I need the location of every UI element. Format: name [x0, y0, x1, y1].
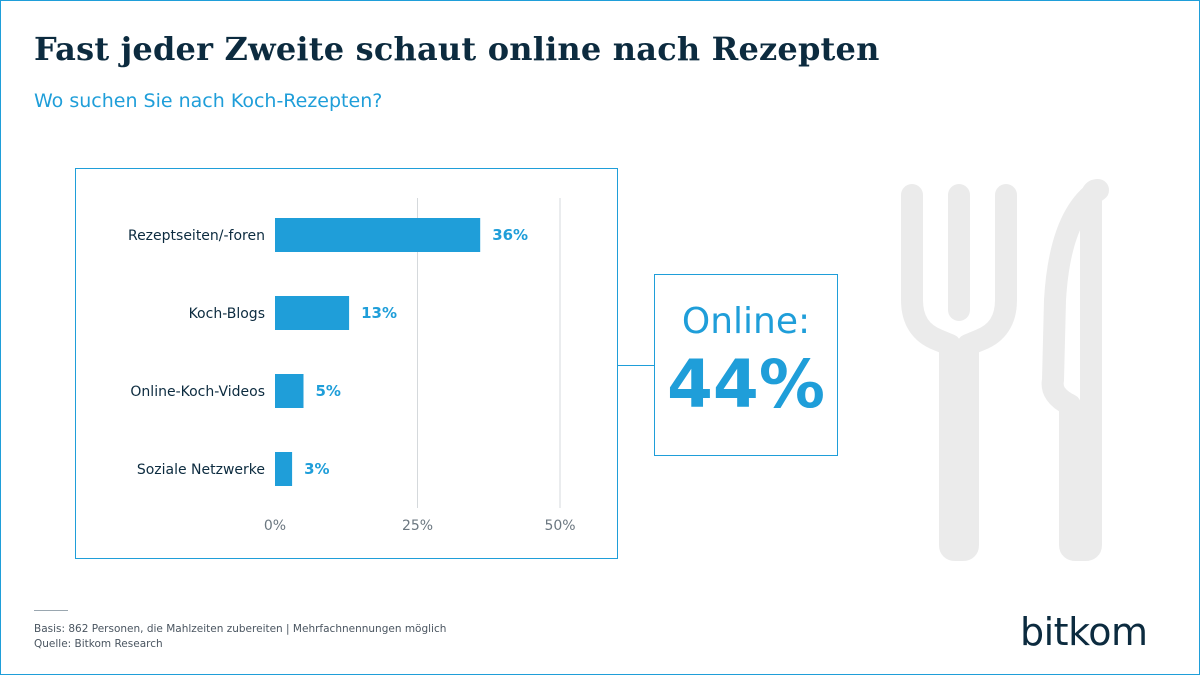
- value-label: 5%: [316, 382, 341, 400]
- footer-source: Quelle: Bitkom Research: [34, 638, 163, 650]
- x-tick-label-50: 50%: [544, 518, 575, 534]
- bar: [275, 296, 350, 330]
- footer-basis: Basis: 862 Personen, die Mahlzeiten zube…: [34, 623, 447, 635]
- category-label: Rezeptseiten/-foren: [128, 228, 265, 244]
- page-title: Fast jeder Zweite schaut online nach Rez…: [34, 30, 880, 68]
- category-label: Online-Koch-Videos: [130, 384, 265, 400]
- bar: [275, 452, 293, 486]
- fork-knife-icon: [901, 179, 1109, 561]
- bar: [275, 218, 481, 252]
- chart-box: [75, 168, 618, 559]
- bitkom-logo: bitkom: [1020, 610, 1148, 654]
- online-callout: Online: 44%: [654, 274, 838, 456]
- value-label: 13%: [361, 304, 397, 322]
- category-label: Soziale Netzwerke: [137, 462, 265, 478]
- bar-chart: 0% 25% 50% Rezeptseiten/-foren 36% Koch-Blogs…: [128, 198, 576, 534]
- bar: [275, 374, 304, 408]
- callout-connector: [618, 365, 654, 366]
- category-label: Koch-Blogs: [189, 306, 265, 322]
- value-label: 3%: [304, 460, 329, 478]
- page-subtitle: Wo suchen Sie nach Koch-Rezepten?: [34, 90, 383, 112]
- footer-divider: [34, 610, 68, 611]
- online-value: 44%: [667, 346, 825, 423]
- x-tick-label-25: 25%: [402, 518, 433, 534]
- online-label: Online:: [681, 301, 811, 342]
- value-label: 36%: [492, 226, 528, 244]
- x-tick-label-0: 0%: [264, 518, 286, 534]
